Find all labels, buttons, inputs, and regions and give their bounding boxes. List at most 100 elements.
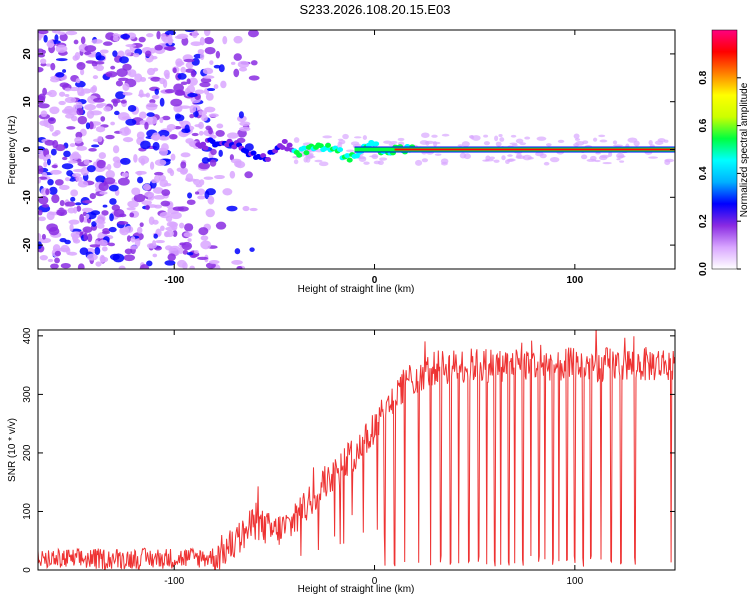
spectrogram-speckle xyxy=(441,161,448,166)
spectrogram-noise-blob xyxy=(157,129,170,138)
colorbar-tick-label: 0.6 xyxy=(698,118,709,132)
spectrogram-trace-blob xyxy=(344,153,351,159)
spectrogram-trace-blob xyxy=(284,146,291,152)
spectrogram-noise-blob xyxy=(229,154,234,161)
spectrogram-noise-blob xyxy=(146,67,156,76)
spectrogram-speckle xyxy=(549,156,560,163)
spectrogram-speckle xyxy=(586,158,597,162)
snr-xtick-label: 0 xyxy=(372,576,378,587)
spectrogram-noise-blob xyxy=(85,213,90,219)
spectrogram-noise-blob xyxy=(47,117,56,125)
spectrogram-noise-blob xyxy=(186,78,191,85)
spectrogram-trace-blob xyxy=(373,141,380,147)
spectrogram-noise-blob xyxy=(93,66,98,70)
spectrogram-noise-blob xyxy=(70,189,79,197)
spectrogram-noise-blob xyxy=(38,66,44,73)
spectrogram-noise-blob xyxy=(77,180,89,188)
spectrogram-noise-blob xyxy=(205,208,215,218)
spectrogram-noise-blob xyxy=(71,173,82,178)
spectrogram-trace-blob xyxy=(231,144,238,150)
spectrogram-speckle xyxy=(602,161,612,165)
spectrogram-speckle xyxy=(574,138,581,141)
spectrogram-noise-blob xyxy=(86,253,98,261)
spectrogram-noise-blob xyxy=(50,263,59,269)
spectrogram-speckle xyxy=(461,141,470,147)
spectrogram-noise-blob xyxy=(58,184,70,191)
spectrogram-noise-blob xyxy=(112,156,120,163)
spectrogram-noise-blob xyxy=(208,259,220,265)
spectrogram-noise-blob xyxy=(64,87,72,92)
spectrogram-noise-blob xyxy=(89,244,100,248)
spectrogram-trace-blob xyxy=(296,152,303,158)
spectrogram-noise-blob xyxy=(41,203,50,208)
spectrogram-noise-blob xyxy=(38,93,46,101)
spectrogram-noise-blob xyxy=(189,265,195,269)
spectrogram-noise-blob xyxy=(170,153,176,161)
snr-ytick-label: 400 xyxy=(22,327,33,344)
spectrogram-noise-blob xyxy=(110,121,115,126)
spectrogram-noise-blob xyxy=(125,118,137,126)
spectrogram-noise-blob xyxy=(197,48,205,55)
spectrogram-ytick-label: -20 xyxy=(22,237,33,252)
spectrogram-noise-blob xyxy=(159,97,165,107)
spectrogram-noise-blob xyxy=(146,112,155,117)
spectrogram-noise-blob xyxy=(126,235,132,242)
spectrogram-noise-blob xyxy=(179,168,188,175)
spectrogram-noise-blob xyxy=(53,30,61,34)
spectrogram-noise-blob xyxy=(129,212,135,218)
spectrogram-noise-blob xyxy=(180,161,187,169)
spectrogram-speckle xyxy=(663,139,669,143)
snr-panel: -100 0 100 0 100 200 300 400 Height of straight… xyxy=(7,327,676,595)
spectrogram-noise-blob xyxy=(198,227,209,236)
colorbar-tick-label: 0.4 xyxy=(698,166,709,180)
spectrogram-noise-blob xyxy=(193,110,199,118)
spectrogram-noise-blob xyxy=(54,257,60,264)
spectrogram-noise-blob xyxy=(83,159,90,166)
spectrogram-noise-blob xyxy=(43,34,48,43)
snr-ytick-label: 100 xyxy=(22,503,33,520)
spectrogram-noise-blob xyxy=(123,254,136,262)
spectrogram-speckle xyxy=(483,141,490,146)
spectrogram-noise-blob xyxy=(82,226,93,233)
spectrogram-speckle xyxy=(346,149,355,153)
spectrogram-noise-blob xyxy=(188,77,198,86)
spectrogram-noise-blob xyxy=(165,230,175,238)
spectrogram-noise-blob xyxy=(120,157,131,165)
spectrogram-noise-blob xyxy=(213,84,219,90)
spectrogram-noise-blob xyxy=(160,225,165,232)
spectrogram-noise-blob xyxy=(38,177,42,184)
spectrogram-noise-blob xyxy=(38,195,49,205)
spectrogram-noise-blob xyxy=(69,177,76,182)
spectrogram-noise-blob xyxy=(153,233,158,239)
spectrogram-noise-blob xyxy=(56,209,68,217)
spectrogram-speckle xyxy=(617,155,626,158)
spectrogram-noise-blob xyxy=(154,171,164,176)
snr-ytick-label: 200 xyxy=(22,444,33,461)
spectrogram-xtick-label: -100 xyxy=(164,275,184,286)
snr-marks xyxy=(38,330,675,570)
spectrogram-noise-blob xyxy=(145,102,158,111)
spectrogram-noise-blob xyxy=(161,189,171,196)
colorbar-tick-label: 0.2 xyxy=(698,214,709,228)
spectrogram-ytick-label: 20 xyxy=(22,48,33,60)
spectrogram-noise-blob xyxy=(187,192,193,199)
spectrogram-noise-blob xyxy=(68,219,80,225)
spectrogram-speckle xyxy=(432,140,438,147)
spectrogram-noise-blob xyxy=(220,80,227,89)
spectrogram-noise-blob xyxy=(99,49,109,54)
spectrogram-noise-blob xyxy=(54,179,64,186)
spectrogram-noise-blob xyxy=(65,247,71,255)
spectrogram-noise-blob xyxy=(97,135,103,143)
spectrogram-noise-blob xyxy=(250,60,258,66)
spectrogram-noise-blob xyxy=(172,230,178,238)
spectrogram-noise-blob xyxy=(102,204,108,208)
spectrogram-noise-blob xyxy=(202,67,214,75)
spectrogram-noise-blob xyxy=(64,177,70,182)
spectrogram-noise-blob xyxy=(71,151,80,160)
spectrogram-noise-blob xyxy=(112,50,118,57)
spectrogram-noise-blob xyxy=(96,223,105,229)
spectrogram-noise-blob xyxy=(153,204,162,209)
spectrogram-noise-blob xyxy=(38,165,44,174)
spectrogram-speckle xyxy=(338,139,346,145)
spectrogram-speckle xyxy=(457,144,464,147)
